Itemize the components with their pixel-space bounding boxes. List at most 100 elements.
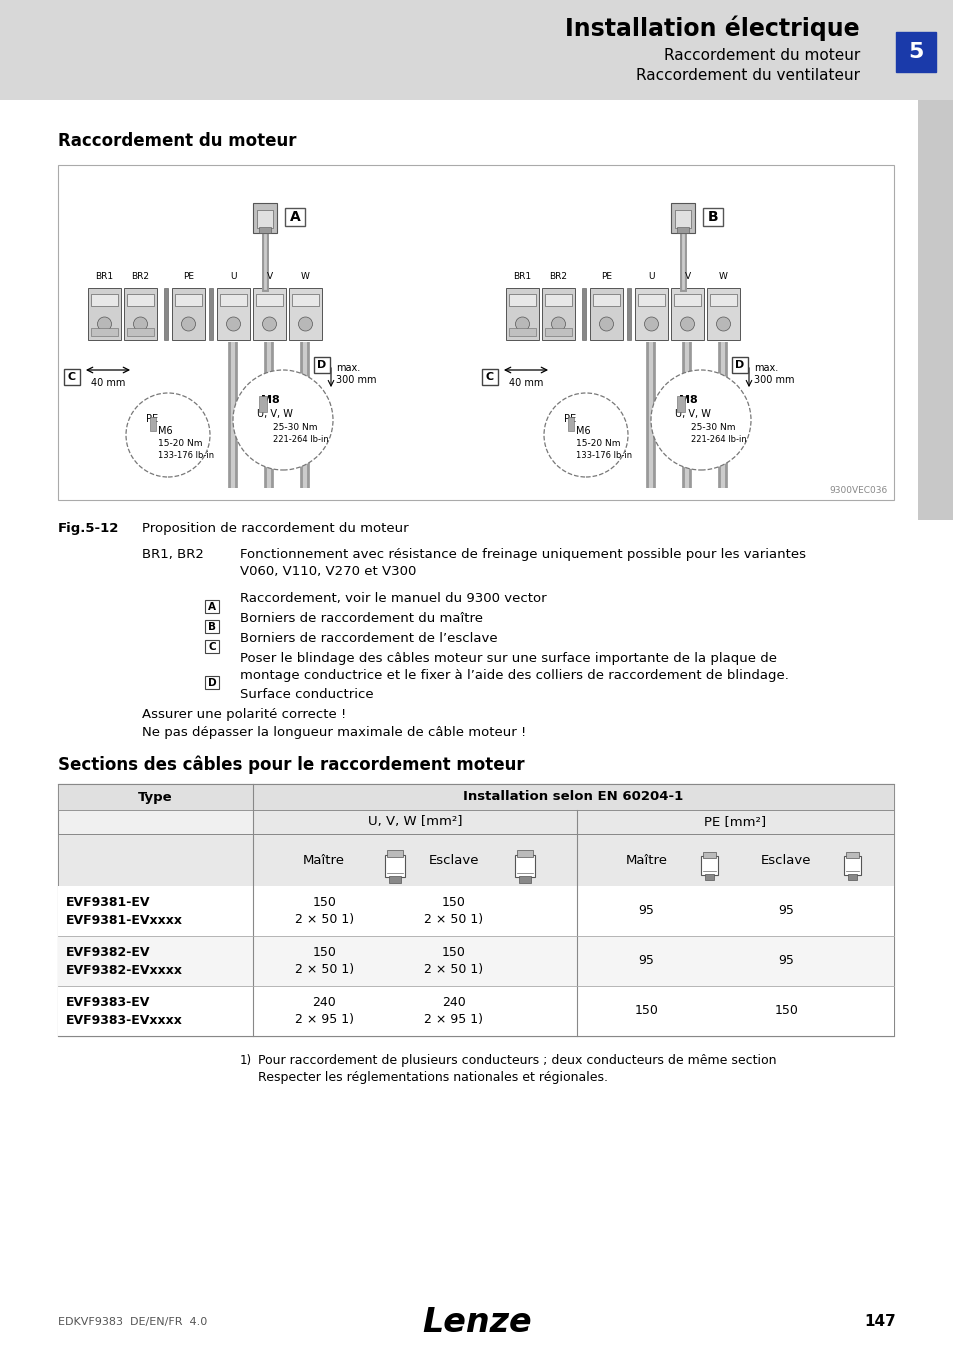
Bar: [635, 288, 667, 340]
Text: 221-264 lb-in: 221-264 lb-in: [690, 436, 746, 444]
Text: B: B: [707, 211, 718, 224]
Text: 150
2 × 50 1): 150 2 × 50 1): [294, 895, 354, 926]
Bar: [285, 208, 305, 225]
Text: EVF9382-EV
EVF9382-EVxxxx: EVF9382-EV EVF9382-EVxxxx: [66, 945, 183, 976]
Bar: [58, 834, 893, 886]
Text: D: D: [208, 678, 216, 687]
Text: Raccordement, voir le manuel du 9300 vector: Raccordement, voir le manuel du 9300 vec…: [240, 593, 546, 605]
Text: 150: 150: [774, 1004, 798, 1018]
Text: 9300VEC036: 9300VEC036: [829, 486, 887, 495]
Text: M8: M8: [261, 396, 279, 405]
Text: M8: M8: [679, 396, 697, 405]
Circle shape: [133, 317, 148, 331]
Bar: [675, 211, 690, 228]
Text: Raccordement du moteur: Raccordement du moteur: [58, 132, 296, 150]
Text: 25-30 Nm: 25-30 Nm: [273, 424, 317, 432]
Bar: [509, 328, 536, 336]
Text: 5: 5: [907, 42, 923, 62]
Bar: [127, 328, 153, 336]
Text: Sections des câbles pour le raccordement moteur: Sections des câbles pour le raccordement…: [58, 756, 524, 775]
Text: 150
2 × 50 1): 150 2 × 50 1): [424, 895, 483, 926]
Bar: [255, 294, 283, 306]
Text: max.
300 mm: max. 300 mm: [335, 363, 376, 385]
Circle shape: [233, 370, 333, 470]
Bar: [58, 936, 893, 986]
Text: B: B: [208, 621, 215, 632]
Bar: [91, 294, 118, 306]
Text: EVF9381-EV
EVF9381-EVxxxx: EVF9381-EV EVF9381-EVxxxx: [66, 895, 183, 926]
Text: BR1, BR2: BR1, BR2: [142, 548, 204, 562]
Text: Fonctionnement avec résistance de freinage uniquement possible pour les variante: Fonctionnement avec résistance de freina…: [240, 548, 805, 578]
Text: U, V, W: U, V, W: [256, 409, 293, 418]
Text: Fig.5-12: Fig.5-12: [58, 522, 119, 535]
Bar: [626, 288, 630, 340]
Text: 150: 150: [634, 1004, 658, 1018]
Text: PE: PE: [600, 271, 612, 281]
Bar: [58, 165, 893, 500]
Text: Raccordement du moteur: Raccordement du moteur: [663, 47, 859, 62]
Bar: [124, 288, 157, 340]
Text: D: D: [735, 360, 744, 370]
Bar: [253, 202, 276, 234]
Bar: [64, 369, 80, 385]
Text: EVF9383-EV
EVF9383-EVxxxx: EVF9383-EV EVF9383-EVxxxx: [66, 995, 183, 1026]
Bar: [88, 288, 121, 340]
Circle shape: [598, 317, 613, 331]
Bar: [638, 294, 664, 306]
Text: 221-264 lb-in: 221-264 lb-in: [273, 436, 329, 444]
Text: 150
2 × 50 1): 150 2 × 50 1): [294, 945, 354, 976]
Text: U, V, W: U, V, W: [675, 409, 710, 418]
Bar: [256, 211, 273, 228]
Bar: [205, 620, 219, 633]
Text: 15-20 Nm: 15-20 Nm: [158, 439, 202, 447]
Circle shape: [298, 317, 313, 331]
Text: Borniers de raccordement du maître: Borniers de raccordement du maître: [240, 612, 482, 625]
Text: BR2: BR2: [132, 271, 150, 281]
Text: U, V, W [mm²]: U, V, W [mm²]: [367, 815, 461, 829]
Bar: [387, 850, 403, 857]
Bar: [58, 986, 893, 1035]
Text: Poser le blindage des câbles moteur sur une surface importante de la plaque de
m: Poser le blindage des câbles moteur sur …: [240, 652, 788, 682]
Text: 95: 95: [778, 954, 793, 968]
Text: W: W: [719, 271, 727, 281]
Circle shape: [543, 393, 627, 477]
Bar: [385, 855, 405, 878]
Bar: [700, 856, 718, 875]
Text: Raccordement du ventilateur: Raccordement du ventilateur: [636, 68, 859, 82]
Circle shape: [679, 317, 694, 331]
Text: 40 mm: 40 mm: [508, 378, 542, 387]
Text: Borniers de raccordement de l’esclave: Borniers de raccordement de l’esclave: [240, 632, 497, 645]
Bar: [314, 356, 330, 373]
Circle shape: [644, 317, 658, 331]
Bar: [253, 288, 286, 340]
Text: V: V: [266, 271, 273, 281]
Bar: [58, 886, 893, 936]
Text: 95: 95: [638, 954, 654, 968]
Bar: [589, 288, 622, 340]
Bar: [581, 288, 585, 340]
Bar: [544, 294, 572, 306]
Circle shape: [650, 370, 750, 470]
Bar: [706, 288, 740, 340]
Text: M6: M6: [576, 427, 590, 436]
Bar: [917, 100, 953, 520]
Bar: [216, 288, 250, 340]
Circle shape: [181, 317, 195, 331]
Circle shape: [716, 317, 730, 331]
Bar: [58, 784, 893, 1035]
Text: U: U: [648, 271, 654, 281]
Bar: [292, 294, 318, 306]
Text: max.
300 mm: max. 300 mm: [753, 363, 794, 385]
Text: Esclave: Esclave: [760, 853, 810, 867]
Text: Maître: Maître: [625, 853, 667, 867]
Bar: [505, 288, 538, 340]
Text: 133-176 lb-in: 133-176 lb-in: [158, 451, 213, 459]
Text: PE: PE: [563, 414, 576, 424]
Bar: [164, 288, 168, 340]
Text: 95: 95: [778, 904, 793, 918]
Text: A: A: [290, 211, 300, 224]
Bar: [673, 294, 700, 306]
Text: A: A: [208, 602, 215, 612]
Text: 147: 147: [863, 1315, 895, 1330]
Text: PE: PE: [183, 271, 193, 281]
